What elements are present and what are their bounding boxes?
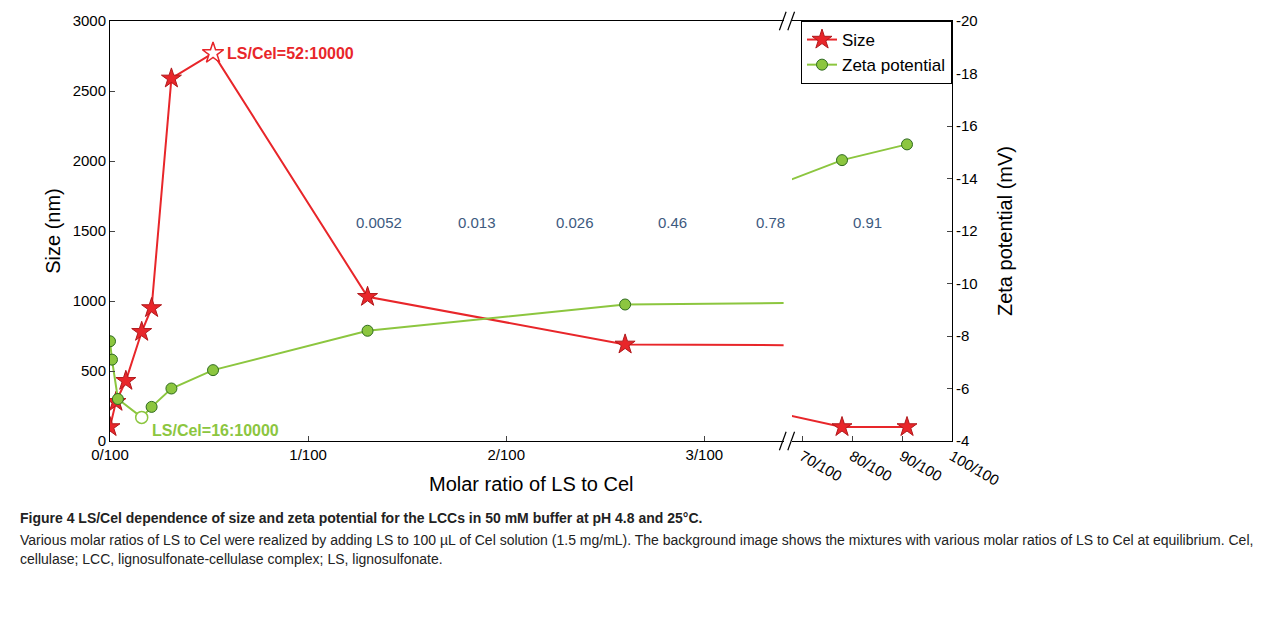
svg-text:0: 0 xyxy=(98,432,106,449)
svg-text:90/100: 90/100 xyxy=(897,447,945,485)
svg-text:80/100: 80/100 xyxy=(847,447,895,485)
svg-text:0.91: 0.91 xyxy=(853,214,882,231)
svg-text:Zeta potential: Zeta potential xyxy=(842,56,945,75)
svg-text:LS/Cel=16:10000: LS/Cel=16:10000 xyxy=(152,422,279,439)
svg-text:-10: -10 xyxy=(956,275,978,292)
svg-text:2/100: 2/100 xyxy=(487,446,525,463)
svg-text:0.026: 0.026 xyxy=(556,214,594,231)
svg-text:1/100: 1/100 xyxy=(289,446,327,463)
svg-text:-4: -4 xyxy=(956,432,969,449)
html-text:Figure 4 LS/Cel dependence of: Figure 4 LS/Cel dependence of size and z… xyxy=(20,510,703,526)
svg-text:0/100: 0/100 xyxy=(91,446,129,463)
svg-text:3000: 3000 xyxy=(73,12,106,29)
svg-text:100/100: 100/100 xyxy=(947,447,1002,489)
svg-text:-8: -8 xyxy=(956,327,969,344)
svg-text:Zeta potential (mV): Zeta potential (mV) xyxy=(994,146,1016,316)
svg-text:0.78: 0.78 xyxy=(756,214,785,231)
svg-text:LS/Cel=52:10000: LS/Cel=52:10000 xyxy=(227,45,354,62)
svg-text:-16: -16 xyxy=(956,117,978,134)
svg-text:Size: Size xyxy=(842,31,875,50)
html-text:Various molar ratios of LS to: Various molar ratios of LS to Cel were r… xyxy=(20,531,1254,567)
svg-text:-6: -6 xyxy=(956,380,969,397)
svg-text:70/100: 70/100 xyxy=(797,447,845,485)
svg-text:500: 500 xyxy=(81,362,106,379)
svg-text:-12: -12 xyxy=(956,222,978,239)
svg-text:2500: 2500 xyxy=(73,82,106,99)
svg-text:1500: 1500 xyxy=(73,222,106,239)
svg-text:Size (nm): Size (nm) xyxy=(42,188,64,274)
svg-text:-18: -18 xyxy=(956,65,978,82)
svg-text:0.013: 0.013 xyxy=(458,214,496,231)
svg-text:1000: 1000 xyxy=(73,292,106,309)
svg-text:0.46: 0.46 xyxy=(658,214,687,231)
svg-text:-14: -14 xyxy=(956,170,978,187)
svg-text:Molar ratio of LS to Cel: Molar ratio of LS to Cel xyxy=(429,473,634,495)
svg-text:-20: -20 xyxy=(956,12,978,29)
svg-text:3/100: 3/100 xyxy=(686,446,724,463)
svg-text:2000: 2000 xyxy=(73,152,106,169)
svg-text:0.0052: 0.0052 xyxy=(356,214,402,231)
